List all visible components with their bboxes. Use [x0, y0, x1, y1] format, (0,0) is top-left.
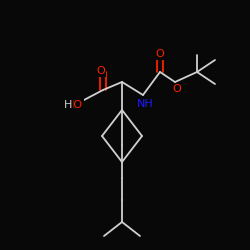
Text: H: H	[64, 100, 72, 110]
Text: NH: NH	[136, 99, 154, 109]
Text: O: O	[96, 66, 106, 76]
Text: HO: HO	[66, 100, 82, 110]
Text: O: O	[156, 49, 164, 59]
Text: O: O	[172, 84, 182, 94]
